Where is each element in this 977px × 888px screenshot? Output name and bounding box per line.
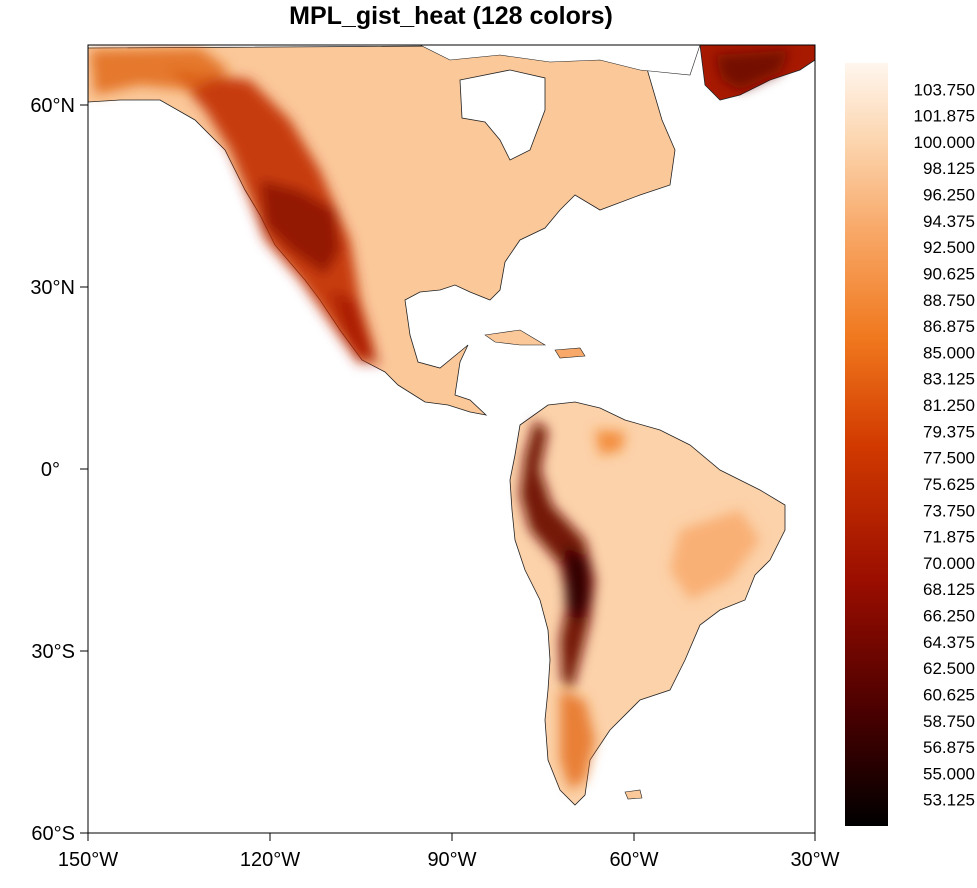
colorbar-label: 86.875 [923, 317, 975, 336]
map-area [88, 45, 815, 806]
y-tick-label: 30°N [30, 277, 75, 299]
chart-title: MPL_gist_heat (128 colors) [289, 2, 613, 30]
y-tick-label: 30°S [31, 641, 75, 663]
colorbar-label: 66.250 [923, 607, 975, 626]
colorbar-labels: 103.750 101.875 100.000 98.125 96.250 94.375 9… [914, 80, 975, 809]
x-axis [87, 833, 816, 841]
cuba-land [484, 329, 547, 346]
colorbar [845, 63, 888, 826]
colorbar-label: 100.000 [914, 133, 975, 152]
x-tick-label: 150°W [58, 849, 118, 871]
colorbar-label: 92.500 [923, 238, 975, 257]
patagonia-heat [560, 690, 595, 790]
mexico-highlands [330, 290, 380, 365]
rockies-core [260, 180, 340, 275]
colorbar-label: 53.125 [923, 791, 975, 810]
x-tick-label: 30°W [790, 849, 839, 871]
south-america-land [509, 401, 786, 806]
colorbar-label: 79.375 [923, 422, 975, 441]
altiplano-core [565, 545, 590, 625]
y-tick-label: 60°S [31, 823, 75, 845]
colorbar-label: 85.000 [923, 343, 975, 362]
falkland-land [624, 789, 643, 800]
guiana-heat [595, 430, 625, 455]
colorbar-label: 71.875 [923, 528, 975, 547]
y-axis [80, 104, 88, 834]
x-tick-label: 90°W [427, 849, 476, 871]
x-tick-label: 120°W [240, 849, 300, 871]
colorbar-label: 68.125 [923, 580, 975, 599]
alaska-heat [90, 48, 230, 95]
colorbar-label: 58.750 [923, 712, 975, 731]
colorbar-label: 64.375 [923, 633, 975, 652]
colorbar-label: 101.875 [914, 107, 975, 126]
colorbar-label: 75.625 [923, 475, 975, 494]
hispaniola-land [554, 347, 586, 359]
colorbar-label: 56.875 [923, 738, 975, 757]
colorbar-label: 60.625 [923, 685, 975, 704]
brazil-highlands [670, 510, 760, 600]
colorbar-label: 73.750 [923, 501, 975, 520]
colorbar-label: 90.625 [923, 264, 975, 283]
colorbar-label: 96.250 [923, 186, 975, 205]
colorbar-label: 83.125 [923, 370, 975, 389]
y-tick-label: 0° [41, 459, 60, 481]
colorbar-label: 98.125 [923, 159, 975, 178]
andes-heat [520, 420, 595, 690]
colorbar-label: 88.750 [923, 291, 975, 310]
north-america-land [88, 45, 676, 416]
colorbar-label: 55.000 [923, 764, 975, 783]
arctic-water [419, 45, 701, 76]
colorbar-label: 94.375 [923, 212, 975, 231]
colorbar-label: 77.500 [923, 449, 975, 468]
y-tick-label: 60°N [30, 95, 75, 117]
colorbar-label: 70.000 [923, 554, 975, 573]
hudson-bay [459, 69, 546, 161]
greenland-core [715, 50, 790, 90]
colorbar-label: 62.500 [923, 659, 975, 678]
x-tick-label: 60°W [609, 849, 658, 871]
colorbar-label: 103.750 [914, 80, 975, 99]
colorbar-label: 81.250 [923, 396, 975, 415]
